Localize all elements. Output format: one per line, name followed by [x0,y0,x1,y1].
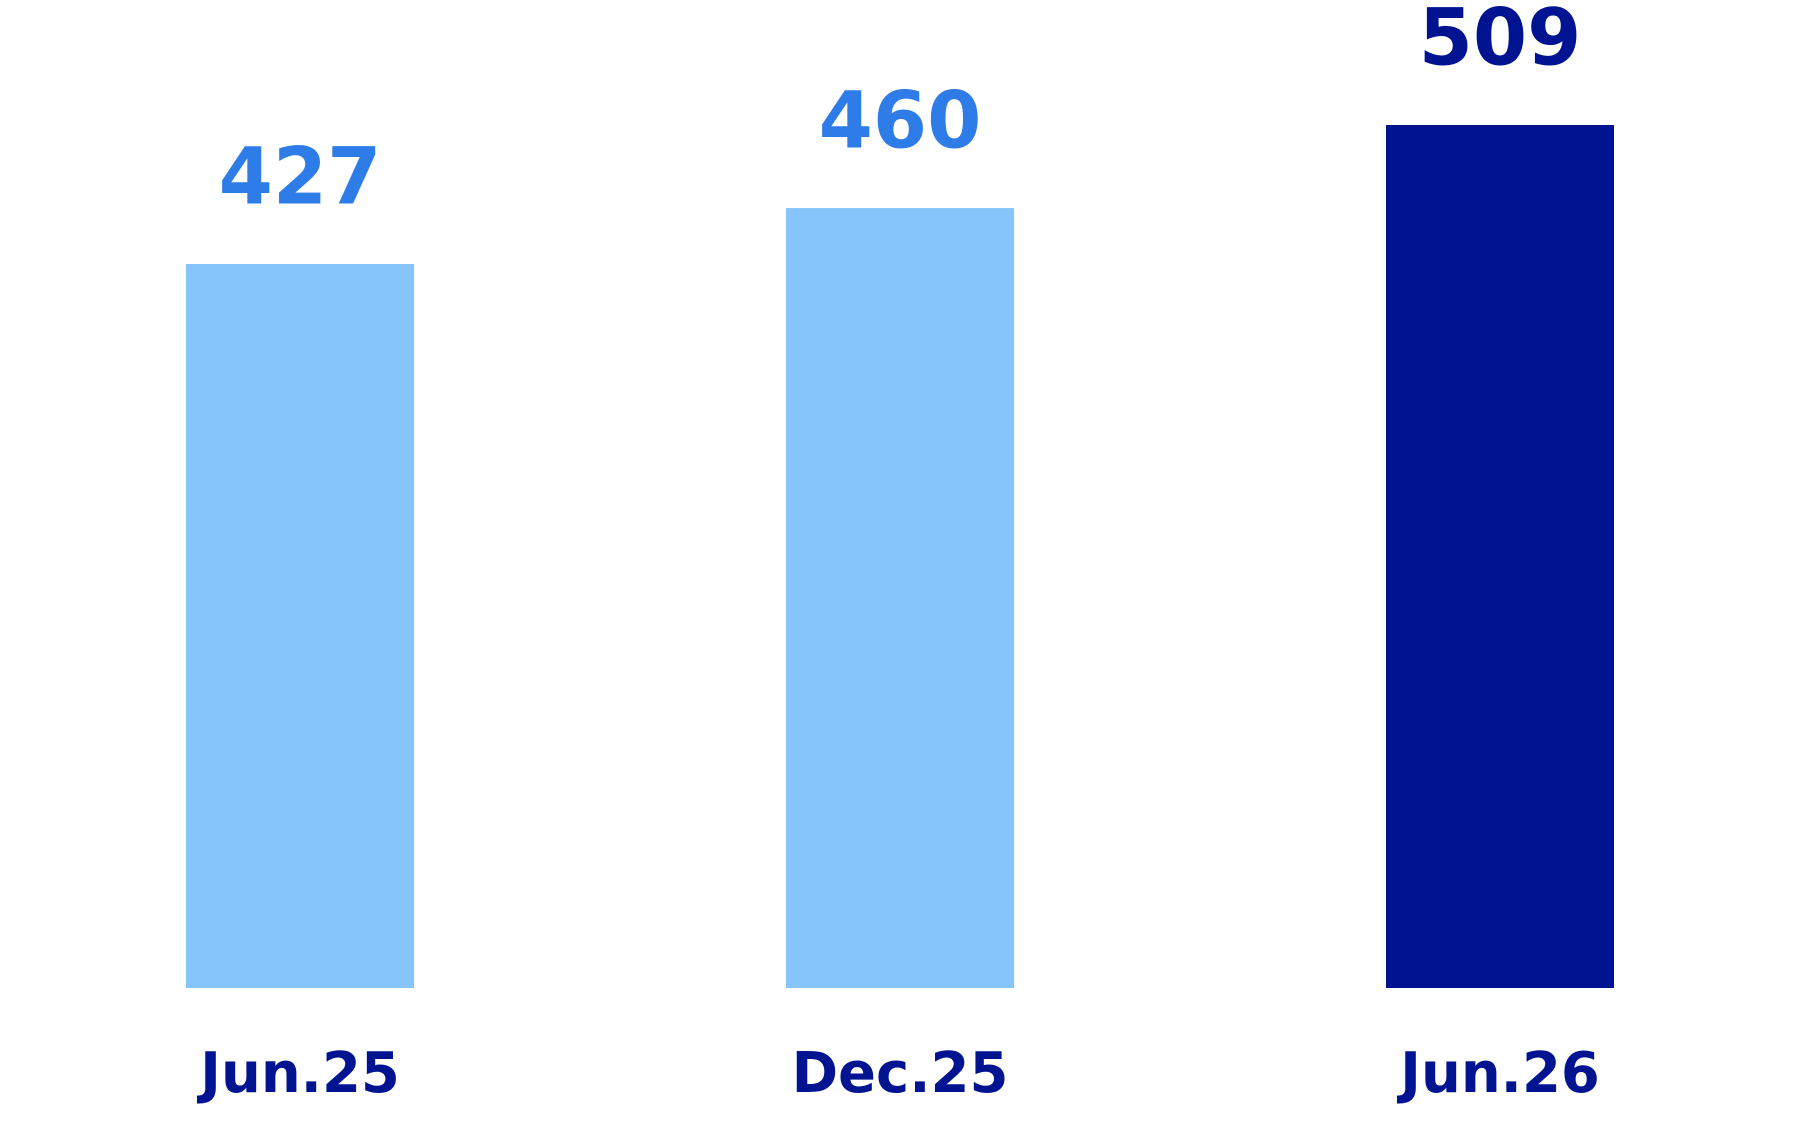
bar [186,264,414,988]
x-tick-label: Jun.25 [196,1041,400,1106]
x-tick-label: Jun.26 [1396,1041,1600,1106]
value-label: 460 [819,77,982,167]
value-label: 509 [1419,0,1582,83]
value-label: 427 [219,133,382,223]
bar [1386,125,1614,988]
x-tick-label: Dec.25 [792,1041,1009,1106]
bar [786,208,1014,988]
